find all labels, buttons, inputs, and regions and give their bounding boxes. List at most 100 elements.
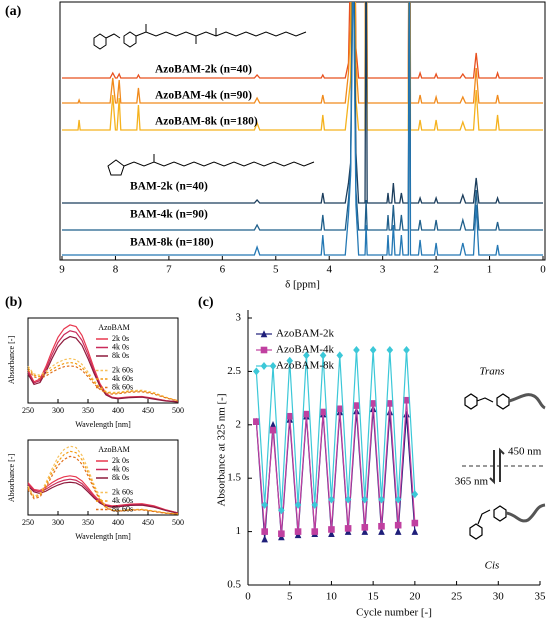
marker [311, 528, 319, 535]
series-line [27, 450, 179, 515]
series-group [62, 2, 543, 256]
plot-frame [59, 1, 546, 261]
marker [260, 330, 268, 338]
y-tick-label: 3 [236, 312, 242, 324]
legend-title: AzoBAM [98, 323, 130, 332]
marker [269, 426, 277, 434]
annotation: 450 nm [508, 446, 542, 458]
y-tick-label: 1 [236, 525, 242, 537]
x-tick-label: 0 [540, 264, 546, 276]
trace-label: AzoBAM-4k (n=90) [155, 90, 252, 102]
trace-label: AzoBAM-2k (n=40) [155, 64, 252, 76]
x-tick-label: 6 [220, 264, 226, 276]
y-axis-label: Absorbance [-] [7, 454, 16, 503]
x-axis-label: Cycle number [-] [356, 607, 432, 619]
marker [378, 495, 385, 504]
y-axis-label: Absorbance [-] [7, 336, 16, 385]
x-tick-label: 450 [142, 406, 154, 415]
series-line [27, 335, 179, 403]
x-tick-label: 10 [326, 591, 338, 603]
x-tick-label: 5 [287, 591, 293, 603]
marker [286, 356, 294, 365]
x-tick-label: 1 [487, 264, 493, 276]
marker [269, 421, 277, 429]
switch-arrows [462, 447, 543, 485]
x-tick-label: 250 [22, 518, 34, 527]
x-tick-label: 9 [59, 264, 65, 276]
marker [344, 525, 352, 532]
y-tick-label: 0.5 [227, 579, 241, 591]
series-line [62, 2, 543, 204]
annotation: Trans [479, 366, 504, 378]
x-axis-label: δ [ppm] [285, 279, 320, 291]
x-tick-label: 300 [52, 406, 64, 415]
series-line [62, 2, 543, 131]
marker [278, 530, 285, 538]
x-axis-label: Wavelength [nm] [75, 532, 131, 541]
trace-label: BAM-4k (n=90) [130, 209, 208, 221]
x-tick-label: 500 [172, 406, 184, 415]
x-tick-label: 4 [326, 264, 332, 276]
series-line [27, 445, 179, 515]
marker [286, 412, 294, 420]
x-tick-label: 300 [52, 518, 64, 527]
x-tick-label: 25 [451, 591, 463, 603]
marker [311, 500, 319, 509]
marker [260, 362, 268, 370]
legend-label: 2k 0s [112, 456, 129, 465]
legend-label: 2k 0s [112, 334, 129, 343]
cis-molecule [469, 503, 546, 540]
panel: 250 300 350 400 450 500 Wavelength [nm] Absorba… [7, 439, 184, 541]
marker [378, 527, 385, 535]
marker [369, 400, 377, 407]
y-tick-label: 1.5 [227, 472, 241, 484]
series-line [255, 350, 416, 511]
series-group [27, 445, 179, 515]
marker [403, 346, 410, 355]
marker [303, 351, 310, 360]
y-axis-label: Absorbance at 325 nm [-] [216, 393, 228, 506]
marker [319, 351, 327, 360]
marker [253, 367, 260, 376]
x-tick-label: 15 [368, 591, 380, 603]
marker [411, 490, 419, 499]
legend-label: AzoBAM-8k [276, 360, 335, 372]
marker [386, 346, 394, 355]
panel: (b) 250 300 350 400 450 500 Wavelength [nm] Abso… [5, 295, 184, 429]
marker [361, 527, 369, 535]
panel: (a) 9 8 7 6 5 4 3 2 1 0 δ [ppm] AzoBAM-2k (n=40) AzoB… [5, 1, 546, 291]
x-tick-label: 0 [245, 591, 251, 603]
marker [353, 346, 360, 355]
series-line [62, 2, 543, 256]
marker [278, 506, 285, 515]
plot-frame [27, 317, 179, 404]
legend-label: 8k 0s [112, 473, 129, 482]
marker [261, 528, 268, 535]
trace-label: BAM-2k (n=40) [130, 181, 208, 193]
x-tick-label: 7 [166, 264, 172, 276]
marker [328, 526, 335, 533]
legend-label: 8k 0s [112, 351, 129, 360]
series-line [27, 478, 179, 514]
x-tick-label: 450 [142, 518, 154, 527]
x-tick-label: 2 [433, 264, 439, 276]
marker [336, 351, 344, 360]
marker [394, 521, 402, 529]
x-tick-label: 35 [535, 591, 547, 603]
panel-label: (c) [198, 295, 214, 310]
marker [394, 527, 402, 535]
azobam-structure [93, 24, 307, 50]
legend-label: 2k 60s [112, 487, 133, 496]
series-line [27, 357, 179, 402]
panel-label: (b) [5, 295, 22, 310]
marker [328, 495, 335, 504]
series-line [62, 2, 543, 79]
legend-label: 4k 60s [112, 374, 133, 383]
legend-label: 4k 0s [112, 464, 129, 473]
series-line [27, 481, 179, 514]
x-axis-label: Wavelength [nm] [75, 420, 131, 429]
legend-label: 8k 60s [112, 382, 133, 391]
marker [403, 396, 410, 404]
panel-label: (a) [5, 4, 22, 19]
